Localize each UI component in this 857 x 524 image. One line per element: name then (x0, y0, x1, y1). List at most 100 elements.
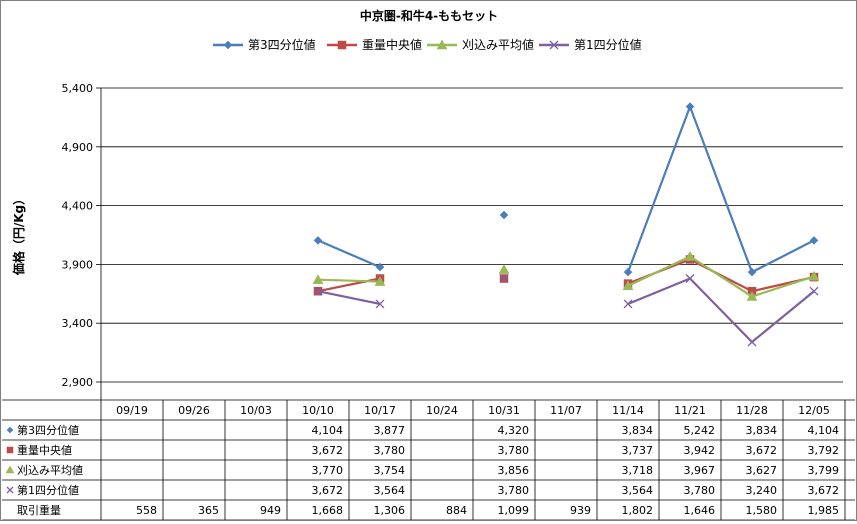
data-label: 1,985 (808, 504, 840, 517)
table-row-4: 第1四分位値 3,672 3,564 3,780 3,564 3,780 3,240 3,67… (6, 483, 840, 497)
data-label: 949 (260, 504, 281, 517)
data-label: 1,580 (746, 504, 778, 517)
data-label: 1,668 (312, 504, 344, 517)
data-label: 5,242 (684, 424, 716, 437)
data-label: 3,834 (622, 424, 654, 437)
series-line (317, 239, 381, 269)
table-legend-marker (6, 426, 14, 434)
table-legend-marker (6, 486, 14, 494)
legend-label: 刈込み平均値 (462, 37, 534, 52)
legend-marker (436, 39, 448, 50)
data-label: 3,780 (498, 484, 530, 497)
data-point (747, 337, 757, 347)
x-tick-label: 09/26 (178, 404, 210, 417)
x-tick-label: 09/19 (116, 404, 148, 417)
data-label: 3,737 (622, 444, 654, 457)
series-line (627, 255, 815, 298)
data-point (499, 274, 509, 283)
data-label: 3,240 (746, 484, 778, 497)
data-label: 3,718 (622, 464, 654, 477)
data-label: 884 (446, 504, 467, 517)
legend-marker (223, 40, 233, 50)
x-tick-label: 10/03 (240, 404, 272, 417)
data-point (747, 267, 757, 277)
data-table: 09/19 09/26 10/03 10/10 10/17 10/24 10/31 11/07… (2, 399, 855, 521)
data-label: 1,306 (374, 504, 406, 517)
data-label: 939 (570, 504, 591, 517)
legend-item-1: 第3四分位値 (213, 37, 316, 52)
table-row-label: 取引重量 (17, 503, 61, 517)
y-axis-ticks: 5,400 4,900 4,400 3,900 3,400 2,900 (62, 82, 102, 400)
data-label: 1,099 (498, 504, 530, 517)
x-tick-label: 10/31 (488, 404, 520, 417)
x-tick-label: 10/24 (426, 404, 458, 417)
data-label: 558 (136, 504, 157, 517)
x-tick-label: 12/05 (798, 404, 830, 417)
data-point (499, 210, 509, 220)
gridlines (101, 87, 843, 383)
data-label: 1,646 (684, 504, 716, 517)
table-row-label: 第3四分位値 (17, 423, 79, 437)
y-tick-label: 4,900 (62, 141, 94, 154)
x-tick-label: 10/10 (302, 404, 334, 417)
table-row-label: 刈込み平均値 (17, 464, 83, 477)
data-point (375, 299, 385, 309)
legend-marker (549, 40, 559, 50)
legend-item-4: 第1四分位値 (539, 37, 642, 52)
data-point (809, 286, 819, 296)
table-legend-marker (5, 465, 15, 474)
data-point (374, 276, 386, 286)
data-label: 3,770 (312, 464, 344, 477)
legend: 第3四分位値 重量中央値 刈込み平均値 第1四分位値 (213, 37, 642, 52)
data-label: 3,627 (746, 464, 778, 477)
data-label: 3,672 (808, 484, 840, 497)
table-row-2: 重量中央値 3,672 3,780 3,780 3,737 3,942 3,672 3,792 (6, 443, 840, 457)
data-label: 3,792 (808, 444, 840, 457)
legend-label: 重量中央値 (362, 37, 422, 52)
y-axis-label: 価格（円/Kg） (11, 193, 26, 276)
data-label: 3,564 (374, 484, 406, 497)
data-label: 3,672 (312, 444, 344, 457)
y-tick-label: 5,400 (62, 82, 94, 95)
legend-label: 第1四分位値 (574, 37, 642, 52)
series-1 (313, 102, 819, 277)
x-tick-label: 10/17 (364, 404, 396, 417)
series-line (317, 278, 381, 283)
data-point (375, 262, 385, 272)
table-row-label: 重量中央値 (17, 443, 72, 457)
data-label: 3,834 (746, 424, 778, 437)
legend-item-3: 刈込み平均値 (427, 37, 534, 52)
data-label: 3,942 (684, 444, 716, 457)
x-tick-label: 11/14 (612, 404, 644, 417)
data-label: 3,672 (312, 484, 344, 497)
data-point (498, 264, 510, 274)
data-label: 1,802 (622, 504, 654, 517)
series-line (627, 277, 815, 344)
legend-label: 第3四分位値 (248, 37, 316, 52)
y-tick-label: 4,400 (62, 200, 94, 213)
data-point (685, 102, 695, 111)
data-point (312, 274, 324, 284)
data-label: 3,672 (746, 444, 778, 457)
data-label: 3,967 (684, 464, 716, 477)
y-tick-label: 3,900 (62, 258, 94, 271)
data-label: 4,104 (808, 424, 840, 437)
series-4 (313, 274, 819, 347)
data-label: 3,780 (498, 444, 530, 457)
data-label: 3,856 (498, 464, 530, 477)
data-point (808, 270, 820, 281)
x-tick-label: 11/07 (550, 404, 582, 417)
x-tick-label: 11/21 (674, 404, 706, 417)
y-tick-label: 3,400 (62, 317, 94, 330)
data-point (685, 274, 695, 283)
data-label: 3,877 (374, 424, 406, 437)
data-point (313, 286, 323, 296)
data-point (684, 251, 696, 261)
data-label: 3,564 (622, 484, 654, 497)
y-tick-label: 2,900 (62, 376, 94, 389)
data-point (809, 236, 819, 245)
data-point (623, 267, 633, 277)
series-line (626, 103, 815, 274)
